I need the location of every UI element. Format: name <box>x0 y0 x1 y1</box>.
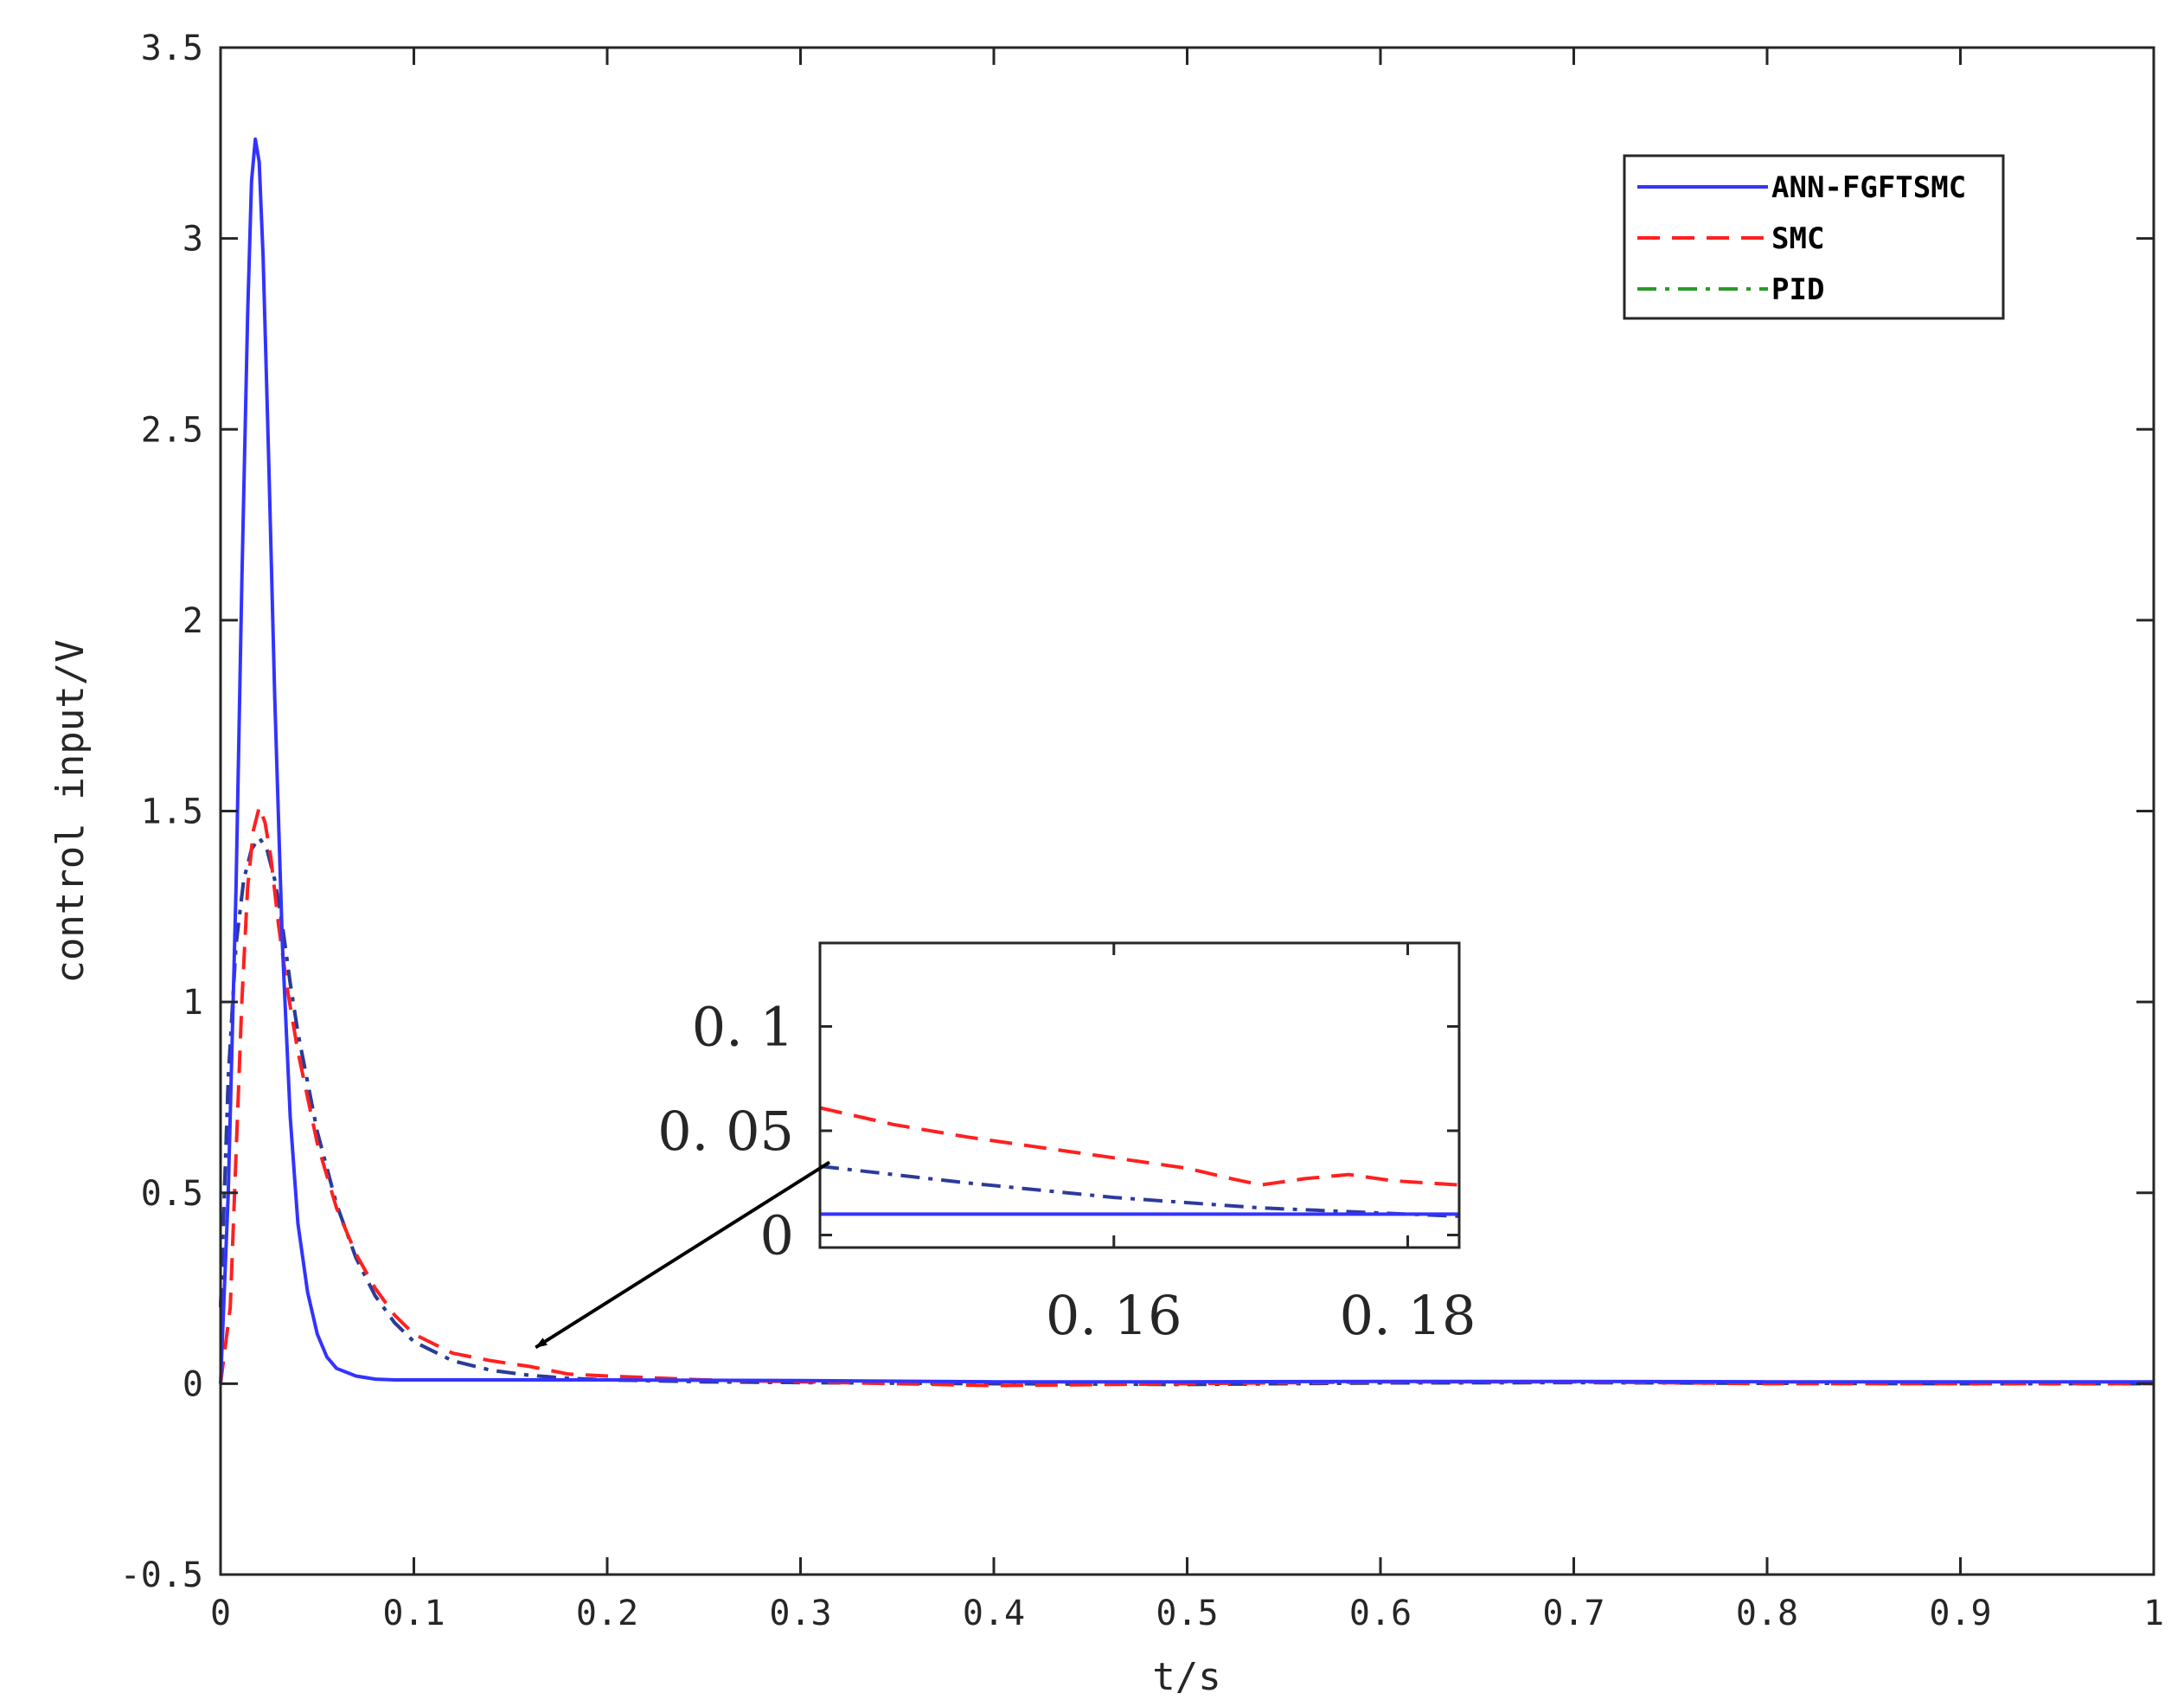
y-tick-label: 0.5 <box>141 1174 203 1214</box>
series-line-1 <box>219 805 2154 1388</box>
main-tick-labels: 0 0.1 0.2 0.3 0.4 0.5 0.6 0.7 0.8 0.9 1-0.500.511.… <box>120 29 2164 1633</box>
x-tick-label: 0.8 <box>1736 1594 1798 1633</box>
y-tick-label: 2.5 <box>141 410 203 450</box>
inset-y-tick-label: 0. 05 <box>657 1100 794 1163</box>
y-tick-label: 0 <box>183 1364 203 1404</box>
inset-zoom-axes: 0. 16 0. 18 0 0. 05 0. 1 <box>657 941 1476 1347</box>
y-tick-label: 1.5 <box>141 792 203 832</box>
main-axes: 0 0.1 0.2 0.3 0.4 0.5 0.6 0.7 0.8 0.9 1-0.500.511.… <box>120 29 2164 1633</box>
y-tick-label: 2 <box>183 601 203 641</box>
inset-x-tick-label: 0. 18 <box>1340 1284 1476 1347</box>
main-ticks <box>219 46 2155 1576</box>
legend-label: SMC <box>1771 221 1824 256</box>
inset-frame <box>818 941 1461 1249</box>
inset-tick-labels: 0. 16 0. 18 0 0. 05 0. 1 <box>657 995 1476 1347</box>
inset-background <box>820 943 1459 1248</box>
x-tick-label: 0.4 <box>963 1594 1025 1633</box>
inset-y-tick-label: 0. 1 <box>692 995 794 1058</box>
inset-plot-lines <box>819 1106 1460 1218</box>
x-tick-label: 0.5 <box>1156 1594 1218 1633</box>
legend-label: ANN-FGFTSMC <box>1771 170 1966 205</box>
x-tick-label: 0.7 <box>1542 1594 1604 1633</box>
x-tick-label: 0.9 <box>1929 1594 1991 1633</box>
x-tick-label: 0.3 <box>769 1594 831 1633</box>
x-axis-label: t/s <box>1152 1655 1220 1699</box>
inset-x-tick-label: 0. 16 <box>1046 1284 1182 1347</box>
zoom-arrow <box>535 1160 831 1350</box>
y-tick-label: 1 <box>183 983 203 1023</box>
y-tick-label: 3 <box>183 220 203 260</box>
x-tick-label: 0 <box>210 1594 231 1633</box>
x-tick-label: 0.1 <box>382 1594 445 1633</box>
x-tick-label: 0.6 <box>1349 1594 1412 1633</box>
inset-y-tick-label: 0 <box>760 1204 794 1267</box>
x-tick-label: 1 <box>2143 1594 2164 1633</box>
x-tick-label: 0.2 <box>576 1594 638 1633</box>
legend: ANN-FGFTSMC SMC PID <box>1623 154 2005 320</box>
series-line-3 <box>219 836 2154 1387</box>
inset-ticks <box>820 943 1459 1248</box>
y-axis-label: control input/V <box>48 639 93 983</box>
main-plot-lines <box>219 137 2154 1388</box>
legend-label: PID <box>1771 273 1824 307</box>
series-line-0 <box>219 137 2154 1384</box>
y-tick-label: 3.5 <box>141 29 203 68</box>
inset-series-line-0 <box>819 1106 1460 1187</box>
y-tick-label: -0.5 <box>120 1556 203 1595</box>
